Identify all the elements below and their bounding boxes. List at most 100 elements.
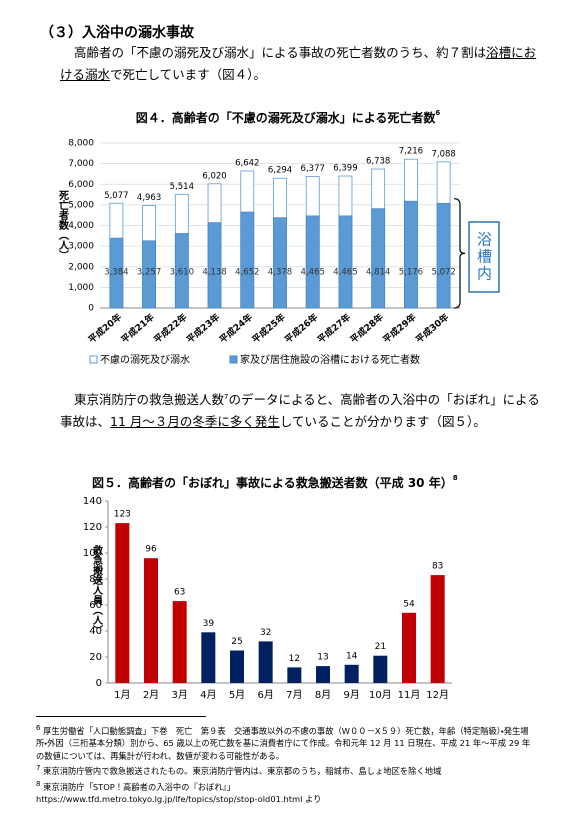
bar: [404, 200, 418, 309]
x-tick-label: 6月: [257, 689, 273, 701]
x-tick-label: 7月: [286, 689, 302, 701]
chart-title-note: 8: [453, 474, 458, 482]
data-label: 13: [317, 653, 328, 663]
legend-swatch: [229, 355, 238, 364]
y-axis-label: 死亡者数（人）: [57, 190, 70, 260]
x-tick-label: 1月: [114, 689, 130, 701]
y-tick-label: 6,000: [68, 180, 94, 190]
data-label: 6,294: [268, 166, 292, 176]
x-tick-label: 平成25年: [250, 311, 288, 346]
footnote-ref: 7: [224, 393, 229, 401]
annotation-box: [468, 221, 500, 293]
data-label: 4,138: [202, 268, 226, 278]
chart-title: 図５．高齢者の「おぼれ」事故による救急搬送者数（平成 30 年）8: [92, 474, 458, 490]
data-label: 6,020: [202, 171, 226, 181]
y-tick-label: 60: [89, 600, 102, 611]
bar: [436, 202, 451, 309]
footnote-mark: 6: [36, 724, 41, 732]
footnote: 8 東京消防庁「STOP！高齢者の入浴中の『おぼれ』」: [36, 778, 536, 793]
text: で死亡しています（図４）。: [110, 67, 266, 82]
footnote-mark: 8: [36, 779, 41, 788]
footnotes: 6 厚生労働省「人口動態調査」下巻 死亡 第９表 交通事故以外の不慮の事故（W０…: [36, 722, 536, 805]
data-label: 12: [289, 654, 300, 664]
data-label: 3,257: [137, 268, 161, 278]
bar: [316, 666, 330, 683]
x-tick-label: 5月: [229, 689, 245, 701]
y-tick-label: 0: [88, 304, 94, 314]
bar: [305, 215, 320, 309]
footnote-url: https://www.tfd.metro.tokyo.lg.jp/lfe/to…: [36, 793, 322, 804]
y-tick-label: 8,000: [68, 139, 94, 149]
x-tick-label: 平成27年: [315, 311, 353, 346]
bar: [373, 655, 388, 683]
x-tick-label: 4月: [200, 689, 216, 701]
data-label: 5,072: [431, 268, 455, 278]
data-label: 6,738: [366, 157, 390, 167]
y-tick-label: 80: [89, 574, 102, 585]
data-label: 5,514: [170, 182, 194, 192]
bar: [144, 558, 158, 683]
text: 東京消防庁の救急搬送人数: [74, 392, 225, 408]
legend-label: 不慮の溺死及び溺水: [100, 353, 190, 366]
text: 浴槽における溺水: [60, 45, 537, 82]
bar: [240, 211, 255, 309]
footnote: 7 東京消防庁管内で救急搬送されたもの。東京消防庁管内は、東京都のうち，稲城市、…: [36, 762, 536, 777]
footnote: 6 厚生労働省「人口動態調査」下巻 死亡 第９表 交通事故以外の不慮の事故（W０…: [36, 722, 536, 762]
bar: [338, 215, 353, 309]
legend-label: 家及び居住施設の浴槽における死亡者数: [240, 353, 420, 366]
data-label: 83: [432, 562, 443, 572]
data-label: 5,077: [104, 191, 128, 201]
x-tick-label: 12月: [426, 689, 449, 701]
bar: [142, 240, 156, 309]
data-label: 4,963: [137, 193, 161, 203]
x-tick-label: 平成20年: [86, 311, 124, 346]
paragraph: 高齢者の「不慮の溺死及び溺水」による事故の死亡者数のうち、約７割は浴槽における溺…: [60, 42, 540, 86]
x-tick-label: 2月: [143, 689, 159, 701]
x-tick-label: 9月: [343, 689, 359, 701]
bar: [115, 523, 130, 683]
data-label: 6,377: [301, 164, 325, 174]
data-label: 7,216: [399, 147, 423, 157]
data-label: 123: [114, 510, 131, 520]
data-label: 3,384: [104, 268, 128, 278]
data-label: 4,378: [268, 268, 292, 278]
x-tick-label: 平成23年: [184, 311, 222, 346]
y-tick-label: 40: [89, 626, 102, 637]
data-label: 4,465: [301, 268, 325, 278]
data-label: 6,642: [235, 159, 259, 169]
y-tick-label: 1,000: [68, 283, 94, 293]
data-label: 4,814: [366, 268, 390, 278]
x-tick-label: 3月: [171, 689, 187, 701]
data-label: 4,465: [333, 268, 357, 278]
bar: [371, 208, 386, 309]
y-tick-label: 4,000: [68, 221, 94, 231]
chart-title-text: 図５．高齢者の「おぼれ」事故による救急搬送者数（平成 30 年）: [92, 475, 453, 490]
text: 11 月～３月の冬季に多く発生: [110, 414, 280, 430]
y-tick-label: 20: [89, 652, 102, 663]
footnote-text: 東京消防庁「STOP！高齢者の入浴中の『おぼれ』」: [43, 781, 236, 792]
x-tick-label: 平成26年: [282, 311, 320, 346]
bar: [230, 650, 244, 683]
paragraph: 東京消防庁の救急搬送人数7のデータによると、高齢者の入浴中の「おぼれ」による事故…: [60, 386, 540, 433]
x-tick-label: 平成21年: [119, 311, 157, 346]
footnote-rule: [36, 716, 206, 717]
data-label: 39: [203, 619, 215, 629]
annotation: 浴槽内: [475, 232, 493, 283]
bar: [174, 233, 189, 309]
footnote-text: 東京消防庁管内で救急搬送されたもの。東京消防庁管内は、東京都のうち，稲城市、島し…: [43, 766, 442, 777]
heading: （３）入浴中の溺水事故: [40, 25, 194, 41]
x-tick-label: 平成29年: [380, 311, 418, 346]
y-tick-label: 140: [83, 496, 102, 507]
legend-swatch: [89, 355, 98, 364]
bar: [344, 664, 359, 683]
y-tick-label: 0: [96, 678, 102, 689]
data-label: 96: [145, 545, 157, 555]
data-label: 5,176: [399, 268, 423, 278]
y-tick-label: 3,000: [68, 242, 94, 252]
text: のデータによると、高齢者の入浴中の「おぼれ」による事故は、: [60, 392, 540, 430]
y-tick-label: 120: [83, 522, 102, 533]
data-label: 21: [375, 642, 386, 652]
x-tick-label: 8月: [315, 689, 331, 701]
